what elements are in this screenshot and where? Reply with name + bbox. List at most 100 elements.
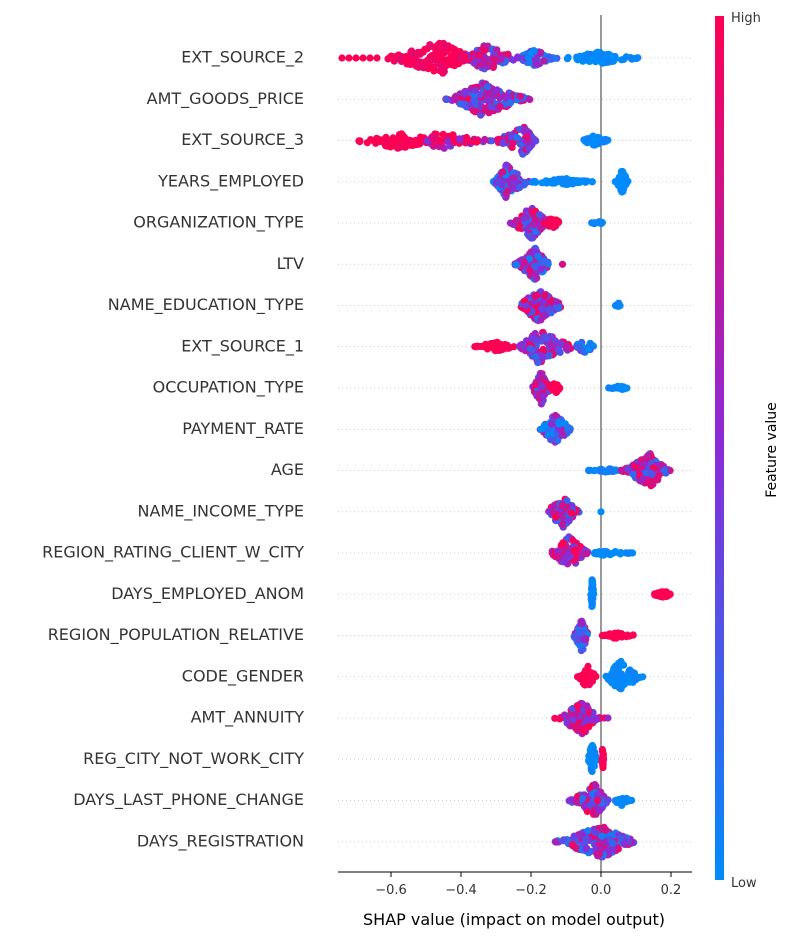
data-point xyxy=(542,311,550,319)
data-point xyxy=(637,456,645,464)
data-point xyxy=(490,56,498,64)
feature-row-points xyxy=(573,657,647,693)
data-point xyxy=(529,177,538,186)
feature-label: REGION_RATING_CLIENT_W_CITY xyxy=(42,543,304,563)
data-point xyxy=(558,541,566,549)
feature-label: NAME_EDUCATION_TYPE xyxy=(108,295,304,315)
data-point xyxy=(399,139,407,147)
data-point xyxy=(367,136,375,144)
data-point xyxy=(520,258,529,266)
data-point xyxy=(583,135,591,143)
data-point xyxy=(600,823,608,832)
data-point xyxy=(649,480,657,488)
data-point xyxy=(545,352,553,360)
feature-row-points xyxy=(489,161,632,201)
data-point xyxy=(547,436,555,444)
data-point xyxy=(513,134,521,142)
data-point xyxy=(547,55,555,63)
data-point xyxy=(366,54,374,62)
data-point xyxy=(502,189,510,197)
data-point xyxy=(542,334,551,343)
data-point xyxy=(586,801,594,809)
data-point xyxy=(520,214,528,223)
data-point xyxy=(470,59,478,67)
data-point xyxy=(535,376,543,384)
data-point xyxy=(614,301,622,309)
data-point xyxy=(473,342,481,350)
colorbar: High Low Feature value xyxy=(715,11,780,891)
data-point xyxy=(352,54,360,62)
data-point xyxy=(531,292,539,300)
data-point xyxy=(597,508,605,516)
feature-label: EXT_SOURCE_1 xyxy=(181,336,304,356)
data-point xyxy=(580,802,589,811)
x-axis: −0.6 −0.4 −0.2 0.0 0.2 xyxy=(338,871,692,898)
data-point xyxy=(626,796,634,805)
data-point xyxy=(618,188,626,196)
data-point xyxy=(471,86,479,94)
data-point xyxy=(461,101,469,109)
data-point xyxy=(599,51,608,59)
data-point xyxy=(585,723,593,731)
data-point xyxy=(578,617,586,625)
colorbar-gradient xyxy=(715,16,724,880)
data-point xyxy=(537,265,545,273)
data-point xyxy=(580,636,588,644)
data-point xyxy=(618,661,627,669)
data-point xyxy=(554,346,563,354)
data-point xyxy=(531,136,539,145)
data-point xyxy=(618,167,627,176)
data-point xyxy=(617,466,626,474)
data-point xyxy=(540,57,548,65)
data-point xyxy=(502,162,510,170)
data-point xyxy=(595,218,603,226)
data-point xyxy=(498,341,506,349)
data-point xyxy=(651,591,659,599)
data-point xyxy=(499,168,507,176)
data-point xyxy=(447,52,455,60)
data-point xyxy=(532,335,541,344)
data-point xyxy=(519,341,527,349)
data-point xyxy=(481,104,489,112)
feature-label: REG_CITY_NOT_WORK_CITY xyxy=(83,749,304,769)
data-point xyxy=(539,298,548,306)
data-point xyxy=(575,343,583,351)
data-point xyxy=(487,103,495,111)
data-point xyxy=(621,181,629,189)
data-point xyxy=(633,54,641,62)
data-point xyxy=(460,88,469,96)
colorbar-high-label: High xyxy=(731,11,761,26)
data-point xyxy=(488,137,496,145)
data-point xyxy=(612,634,621,642)
data-point xyxy=(540,257,548,265)
data-point xyxy=(427,57,435,65)
data-point xyxy=(582,837,590,845)
data-point xyxy=(497,55,505,63)
data-point xyxy=(655,471,663,479)
data-point xyxy=(355,137,363,145)
data-point xyxy=(563,342,571,350)
feature-label: EXT_SOURCE_3 xyxy=(181,130,304,150)
data-point xyxy=(588,54,596,63)
data-point xyxy=(625,838,633,846)
data-point xyxy=(586,466,594,474)
data-point xyxy=(511,218,520,226)
data-point xyxy=(616,384,625,392)
feature-row-points xyxy=(536,411,574,446)
data-point xyxy=(601,467,609,475)
data-point xyxy=(617,834,625,842)
data-point xyxy=(631,463,639,471)
data-point xyxy=(386,53,394,61)
data-point xyxy=(537,316,545,324)
data-point xyxy=(525,144,533,152)
data-point xyxy=(449,131,457,140)
data-point xyxy=(516,183,524,192)
data-point xyxy=(495,177,503,185)
feature-label: NAME_INCOME_TYPE xyxy=(138,501,305,521)
data-point xyxy=(629,470,637,478)
feature-label: YEARS_EMPLOYED xyxy=(157,171,304,191)
data-point xyxy=(426,42,435,51)
data-point xyxy=(525,255,534,263)
data-point xyxy=(444,138,452,146)
data-point xyxy=(510,174,518,182)
